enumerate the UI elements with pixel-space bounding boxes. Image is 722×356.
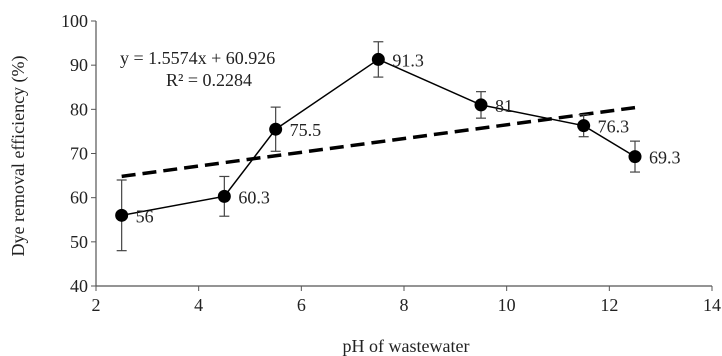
y-tick-label: 90 [70, 55, 88, 75]
y-tick-label: 70 [70, 144, 88, 164]
x-tick-label: 10 [498, 295, 516, 315]
data-labels: 56 60.3 75.5 91.3 81 76.3 69.3 [136, 50, 681, 226]
y-tick-label: 60 [70, 188, 88, 208]
trendline-layer [121, 105, 636, 179]
series-layer [115, 41, 642, 252]
data-point [217, 189, 231, 203]
x-axis-title: pH of wastewater [343, 336, 470, 356]
y-tick-label: 100 [61, 11, 88, 31]
y-tick-label: 40 [70, 276, 88, 296]
data-label: 91.3 [392, 50, 424, 70]
x-tick-label: 6 [297, 295, 306, 315]
trendline-equation: y = 1.5574x + 60.926 R² = 0.2284 [120, 48, 275, 90]
data-point [371, 52, 385, 66]
y-tick-label: 50 [70, 232, 88, 252]
data-point [474, 98, 488, 112]
data-label: 69.3 [649, 148, 681, 168]
x-tick-label: 8 [400, 295, 409, 315]
x-tick-label: 4 [194, 295, 203, 315]
data-label: 81 [495, 96, 513, 116]
x-tick-label: 12 [600, 295, 618, 315]
data-point [577, 119, 591, 133]
data-label: 76.3 [598, 117, 630, 137]
data-label: 75.5 [290, 120, 322, 140]
data-label: 56 [136, 206, 154, 226]
axes: 2 4 6 8 10 12 14 40 50 60 70 80 90 100 [61, 11, 721, 315]
data-point [628, 150, 642, 164]
data-point [115, 208, 129, 222]
data-point [269, 122, 283, 136]
trendline-equation-text: y = 1.5574x + 60.926 [120, 48, 275, 68]
trendline [121, 105, 636, 179]
trendline-r-squared-text: R² = 0.2284 [166, 70, 252, 90]
x-tick-label: 14 [703, 295, 721, 315]
y-axis-title: Dye removal efficiency (%) [8, 55, 29, 256]
x-tick-label: 2 [92, 295, 101, 315]
data-label: 60.3 [238, 187, 269, 207]
y-tick-label: 80 [70, 99, 88, 119]
